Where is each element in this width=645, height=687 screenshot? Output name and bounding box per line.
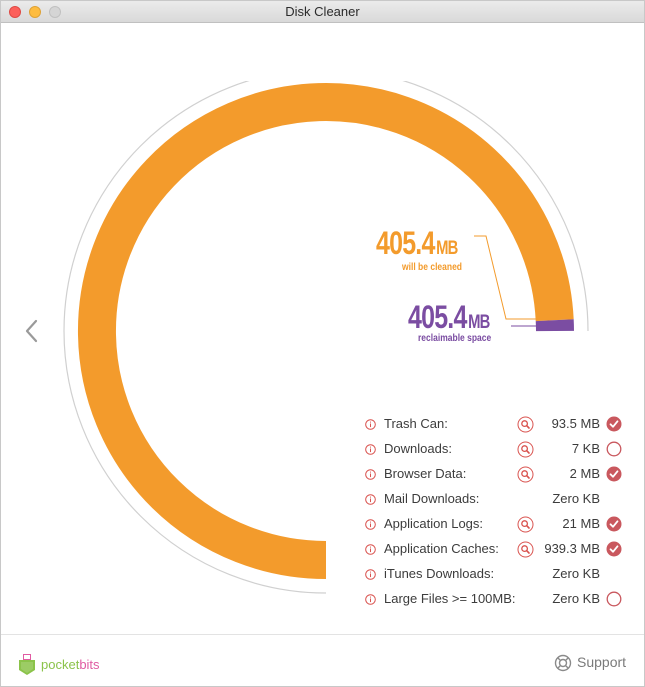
cleanup-item-row: Application Caches: 939.3 MB: [361, 537, 631, 562]
magnifier-icon[interactable]: [517, 541, 534, 558]
info-icon[interactable]: [365, 569, 376, 580]
info-icon[interactable]: [365, 594, 376, 605]
reclaimable-unit: MB: [468, 312, 490, 333]
cleanup-item-row: Mail Downloads: Zero KB: [361, 487, 631, 512]
item-size: 939.3 MB: [544, 541, 600, 556]
pocketbits-wordmark[interactable]: pocketbits: [41, 657, 100, 672]
checkmark-icon[interactable]: [606, 516, 622, 532]
support-label: Support: [577, 654, 627, 670]
info-icon[interactable]: [365, 544, 376, 555]
item-label: Browser Data:: [384, 466, 467, 481]
unchecked-checkbox[interactable]: [606, 591, 622, 607]
checkmark-icon[interactable]: [606, 541, 622, 557]
item-size: 93.5 MB: [551, 416, 600, 431]
cleanup-item-row: Browser Data: 2 MB: [361, 462, 631, 487]
close-button[interactable]: [9, 6, 21, 18]
zoom-button[interactable]: [49, 6, 61, 18]
reclaimable-value: 405.4: [408, 299, 467, 335]
minimize-button[interactable]: [29, 6, 41, 18]
will-be-cleaned-value: 405.4: [376, 225, 435, 261]
item-size: Zero KB: [552, 591, 600, 606]
cleanup-item-row: iTunes Downloads: Zero KB: [361, 562, 631, 587]
item-size: 21 MB: [562, 516, 600, 531]
reclaimable-label: reclaimable space: [418, 333, 492, 344]
cleanup-item-row: Application Logs: 21 MB: [361, 512, 631, 537]
item-label: Mail Downloads:: [384, 491, 480, 506]
cleanup-items-list: Trash Can: 93.5 MB Downloads: 7 KB Browser D…: [361, 412, 631, 612]
title-bar: Disk Cleaner: [1, 1, 644, 23]
gauge-outer-track: [63, 81, 589, 594]
cleanup-item-row: Large Files >= 100MB: Zero KB: [361, 587, 631, 612]
cleanup-item-row: Trash Can: 93.5 MB: [361, 412, 631, 437]
item-label: Downloads:: [384, 441, 452, 456]
cleaned-leader-line: [474, 235, 571, 320]
will-be-cleaned-unit: MB: [436, 238, 458, 259]
logo-text-pocket: pocket: [41, 657, 80, 672]
item-size: 2 MB: [569, 466, 600, 481]
magnifier-icon[interactable]: [517, 416, 534, 433]
footer-divider: [1, 634, 644, 635]
chevron-left-icon[interactable]: [21, 316, 45, 346]
item-label: Large Files >= 100MB:: [384, 591, 516, 606]
item-size: Zero KB: [552, 566, 600, 581]
reclaimable-amount: 405.4MB: [408, 299, 490, 336]
checkmark-icon[interactable]: [606, 416, 622, 432]
magnifier-icon[interactable]: [517, 516, 534, 533]
gauge-cleaned-arc: [78, 83, 574, 579]
pocketbits-logo-icon[interactable]: [17, 654, 37, 676]
item-label: Trash Can:: [384, 416, 448, 431]
checkmark-icon[interactable]: [606, 466, 622, 482]
window-title: Disk Cleaner: [285, 4, 360, 19]
cleanup-gauge: [63, 81, 589, 594]
magnifier-icon[interactable]: [517, 466, 534, 483]
lifebuoy-icon: [554, 654, 572, 672]
info-icon[interactable]: [365, 444, 376, 455]
info-icon[interactable]: [365, 494, 376, 505]
item-label: Application Caches:: [384, 541, 499, 556]
item-label: Application Logs:: [384, 516, 484, 531]
will-be-cleaned-label: will be cleaned: [402, 262, 463, 273]
item-size: Zero KB: [552, 491, 600, 506]
info-icon[interactable]: [365, 419, 376, 430]
magnifier-icon[interactable]: [517, 441, 534, 458]
item-size: 7 KB: [571, 441, 600, 456]
unchecked-checkbox[interactable]: [606, 441, 622, 457]
info-icon[interactable]: [365, 519, 376, 530]
item-label: iTunes Downloads:: [384, 566, 495, 581]
will-be-cleaned-amount: 405.4MB: [376, 225, 458, 262]
logo-text-bits: bits: [79, 657, 100, 672]
cleanup-item-row: Downloads: 7 KB: [361, 437, 631, 462]
info-icon[interactable]: [365, 469, 376, 480]
